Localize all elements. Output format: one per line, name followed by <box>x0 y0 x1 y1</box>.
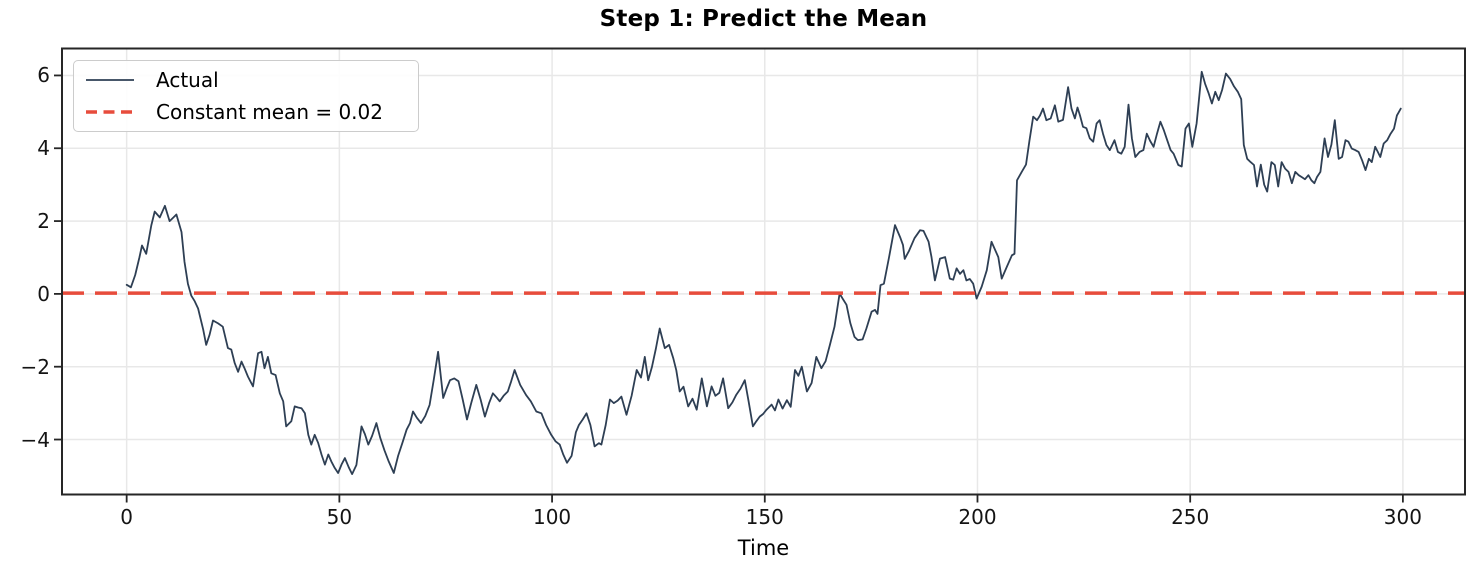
x-tick-label: 250 <box>1171 505 1210 529</box>
actual-series-line <box>125 70 1402 476</box>
x-tick-label: 0 <box>120 505 134 529</box>
x-tick-label: 100 <box>532 505 572 529</box>
chart-title: Step 1: Predict the Mean <box>599 6 928 32</box>
x-axis-label: Time <box>737 536 790 560</box>
y-tick-label: 4 <box>37 136 50 161</box>
x-tick-label: 50 <box>326 505 353 529</box>
solid-line-sample-icon <box>86 79 134 81</box>
x-tick-label: 300 <box>1383 505 1422 529</box>
legend-item-actual: Actual <box>84 65 408 95</box>
legend-label-actual: Actual <box>156 68 219 92</box>
y-tick-label: 2 <box>37 209 50 234</box>
y-tick-label: 6 <box>37 63 50 88</box>
y-tick-label: −2 <box>20 354 50 379</box>
plot-frame <box>61 47 1466 496</box>
x-tick-label: 200 <box>958 505 997 529</box>
legend-item-constant-mean: Constant mean = 0.02 <box>84 97 408 127</box>
x-tick-label: 150 <box>745 505 784 529</box>
dashed-line-sample-icon <box>86 110 134 114</box>
legend: Actual Constant mean = 0.02 <box>73 60 419 132</box>
y-tick-label: 0 <box>37 281 50 306</box>
legend-label-constant-mean: Constant mean = 0.02 <box>156 100 383 124</box>
y-tick-label: −4 <box>20 427 50 452</box>
